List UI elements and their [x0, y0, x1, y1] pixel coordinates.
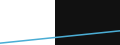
Bar [55, 0, 120, 45]
